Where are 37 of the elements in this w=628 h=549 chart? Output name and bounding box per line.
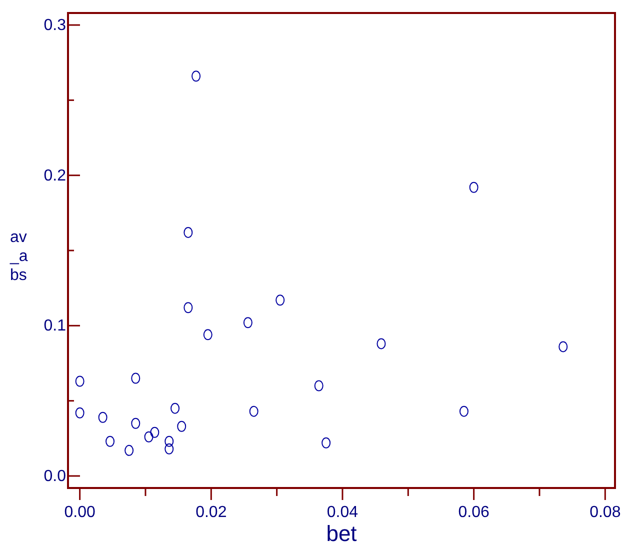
point bbox=[150, 426, 160, 438]
point bbox=[131, 418, 140, 429]
point bbox=[75, 407, 84, 418]
point bbox=[558, 341, 568, 352]
point bbox=[98, 412, 108, 423]
x-tick-label: 0.06 bbox=[458, 504, 490, 521]
point bbox=[322, 437, 331, 448]
point bbox=[144, 431, 154, 442]
point bbox=[170, 402, 180, 414]
point bbox=[124, 444, 134, 456]
point bbox=[192, 70, 201, 82]
point bbox=[314, 380, 324, 392]
point bbox=[75, 376, 84, 387]
point bbox=[177, 420, 186, 432]
point bbox=[376, 338, 386, 350]
x-tick-label: 0.02 bbox=[196, 504, 227, 521]
x-tick-label: 0.00 bbox=[64, 504, 96, 521]
point bbox=[243, 317, 252, 328]
y-tick-label: 0.0 bbox=[44, 468, 66, 485]
point bbox=[249, 406, 258, 417]
point bbox=[106, 436, 115, 447]
point bbox=[164, 443, 174, 454]
y-tick-label: 0.3 bbox=[44, 17, 66, 34]
point bbox=[131, 372, 140, 384]
point bbox=[276, 294, 285, 306]
point bbox=[459, 406, 468, 417]
x-axis-title: bet bbox=[326, 521, 357, 546]
y-tick-label: 0.1 bbox=[44, 318, 66, 335]
point bbox=[203, 329, 212, 340]
point bbox=[469, 182, 478, 193]
point bbox=[184, 226, 193, 238]
y-axis-title: av_abs bbox=[9, 229, 28, 284]
x-tick-label: 0.04 bbox=[326, 504, 358, 521]
point bbox=[184, 302, 193, 314]
x-tick-label: 0.08 bbox=[590, 504, 621, 521]
y-tick-label: 0.2 bbox=[44, 167, 66, 184]
point bbox=[164, 436, 174, 447]
